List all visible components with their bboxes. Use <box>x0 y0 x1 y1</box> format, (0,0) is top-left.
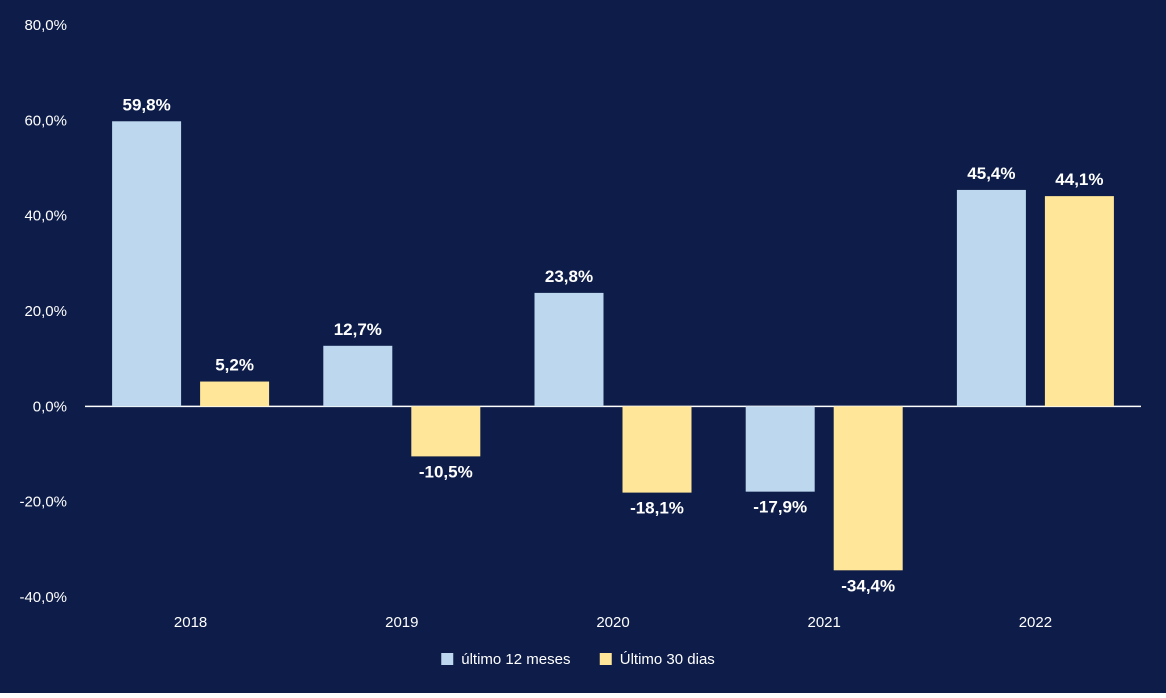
bar-ultimo-12-meses-2020 <box>534 292 604 407</box>
y-tick-label: 20,0% <box>24 303 67 320</box>
bar-ultimo-30-dias-2022 <box>1044 196 1114 407</box>
bar-ultimo-30-dias-2018 <box>200 381 270 407</box>
y-axis: 80,0% 60,0% 40,0% 20,0% 0,0% -20,0% -40,0% <box>19 17 1141 606</box>
y-tick-label: -40,0% <box>19 589 67 606</box>
x-tick-label: 2022 <box>1019 614 1052 631</box>
data-label: 23,8% <box>545 267 593 286</box>
data-label: 5,2% <box>215 356 254 375</box>
bars: 59,8% 5,2% 12,7% -10,5% 23,8% -18,1% -17,9% -34… <box>112 95 1114 595</box>
y-tick-label: 60,0% <box>24 112 67 129</box>
y-tick-label: -20,0% <box>19 494 67 511</box>
legend-label: último 12 meses <box>461 651 570 668</box>
data-label: -10,5% <box>419 462 473 481</box>
y-tick-label: 40,0% <box>24 208 67 225</box>
bar-ultimo-12-meses-2022 <box>956 189 1026 407</box>
data-label: 45,4% <box>967 164 1015 183</box>
bar-ultimo-30-dias-2019 <box>411 406 481 457</box>
bar-ultimo-30-dias-2021 <box>833 406 903 571</box>
data-label: -34,4% <box>841 576 895 595</box>
x-tick-label: 2020 <box>596 614 629 631</box>
data-label: 59,8% <box>122 95 170 114</box>
data-label: 44,1% <box>1055 170 1103 189</box>
bar-ultimo-12-meses-2018 <box>112 121 182 407</box>
legend-label: Último 30 dias <box>620 651 715 668</box>
x-axis: 2018 2019 2020 2021 2022 <box>174 614 1052 631</box>
y-tick-label: 80,0% <box>24 17 67 34</box>
bar-ultimo-12-meses-2021 <box>745 406 815 492</box>
bar-ultimo-12-meses-2019 <box>323 345 393 407</box>
y-tick-label: 0,0% <box>33 398 67 415</box>
legend: último 12 meses Último 30 dias <box>441 651 715 668</box>
x-tick-label: 2021 <box>808 614 841 631</box>
data-label: -17,9% <box>753 498 807 517</box>
data-label: 12,7% <box>334 320 382 339</box>
data-label: -18,1% <box>630 499 684 518</box>
legend-swatch <box>441 653 454 665</box>
x-tick-label: 2018 <box>174 614 207 631</box>
legend-swatch <box>599 653 612 665</box>
x-tick-label: 2019 <box>385 614 418 631</box>
bar-ultimo-30-dias-2020 <box>622 406 692 493</box>
